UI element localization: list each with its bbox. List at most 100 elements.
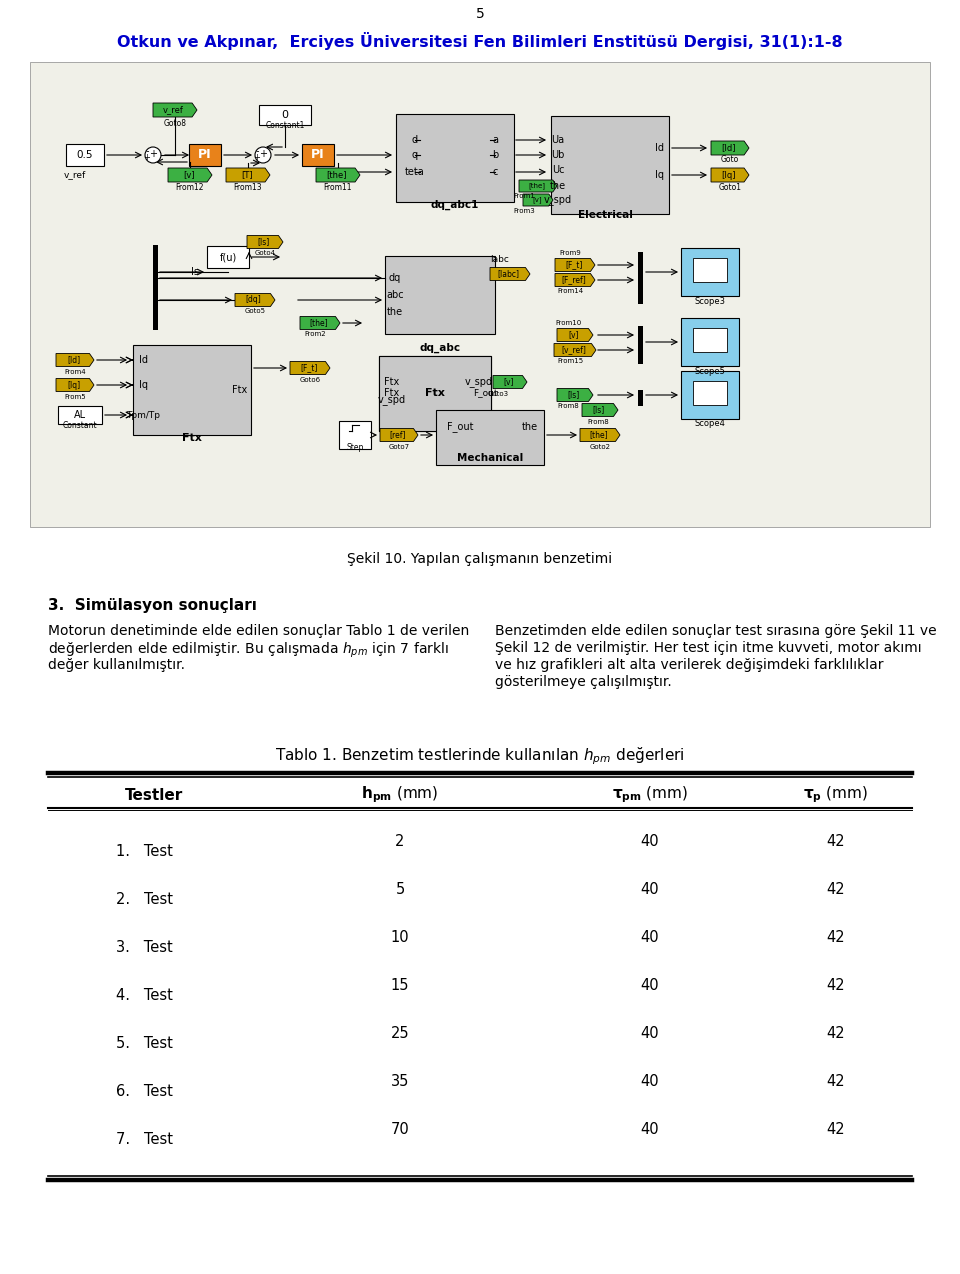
Polygon shape — [557, 389, 593, 401]
Text: [the]: [the] — [528, 182, 545, 190]
Text: [the]: [the] — [589, 431, 608, 440]
Text: değerlerden elde edilmiştir. Bu çalışmada $h_{pm}$ için 7 farklı: değerlerden elde edilmiştir. Bu çalışmad… — [48, 641, 448, 660]
Text: [the]: [the] — [309, 318, 328, 327]
Text: 5.   Test: 5. Test — [116, 1037, 173, 1051]
FancyBboxPatch shape — [30, 62, 930, 527]
Text: $\mathbf{\tau_{p}}$ (mm): $\mathbf{\tau_{p}}$ (mm) — [804, 785, 869, 805]
Text: From12: From12 — [176, 182, 204, 191]
Circle shape — [145, 147, 161, 163]
FancyBboxPatch shape — [133, 345, 251, 434]
Polygon shape — [380, 428, 418, 442]
Text: AL: AL — [74, 410, 86, 420]
Text: 42: 42 — [827, 1027, 846, 1042]
Polygon shape — [290, 362, 330, 375]
Text: From10: From10 — [555, 320, 581, 326]
Text: $\mathbf{\tau_{pm}}$ (mm): $\mathbf{\tau_{pm}}$ (mm) — [612, 785, 688, 805]
Text: 42: 42 — [827, 1122, 846, 1138]
Text: dq: dq — [389, 273, 401, 283]
Text: [Id]: [Id] — [721, 144, 736, 153]
FancyBboxPatch shape — [385, 256, 495, 334]
Text: Tpm/Tp: Tpm/Tp — [126, 410, 160, 419]
Text: 4.   Test: 4. Test — [116, 989, 173, 1004]
FancyBboxPatch shape — [681, 318, 739, 366]
Text: Ub: Ub — [551, 150, 564, 161]
Polygon shape — [235, 293, 275, 307]
Text: 2.   Test: 2. Test — [116, 893, 173, 907]
Text: [ref]: [ref] — [390, 431, 406, 440]
Text: [Is]: [Is] — [592, 405, 605, 414]
Polygon shape — [554, 344, 596, 357]
Text: Step: Step — [347, 442, 364, 451]
FancyBboxPatch shape — [153, 245, 157, 330]
Text: Ua: Ua — [551, 135, 564, 145]
Text: [Iq]: [Iq] — [67, 381, 81, 390]
Text: gösterilmeye çalışılmıştır.: gösterilmeye çalışılmıştır. — [495, 675, 672, 689]
Polygon shape — [711, 141, 749, 155]
Text: 40: 40 — [640, 978, 660, 994]
Text: [Iq]: [Iq] — [721, 171, 736, 180]
Text: Iabc: Iabc — [491, 256, 510, 265]
Text: From13: From13 — [233, 182, 262, 191]
Text: Iq: Iq — [138, 380, 148, 390]
Text: abc: abc — [386, 290, 404, 299]
Text: [v]: [v] — [182, 171, 195, 180]
Text: PI: PI — [311, 149, 324, 162]
Polygon shape — [711, 168, 749, 182]
FancyBboxPatch shape — [692, 259, 728, 282]
Text: the: the — [550, 181, 566, 191]
Text: Scope5: Scope5 — [695, 367, 726, 376]
Polygon shape — [523, 194, 553, 206]
Text: Otkun ve Akpınar,  Erciyes Üniversitesi Fen Bilimleri Enstitüsü Dergisi, 31(1):1: Otkun ve Akpınar, Erciyes Üniversitesi F… — [117, 32, 843, 50]
Text: Constant: Constant — [62, 422, 97, 431]
Polygon shape — [300, 316, 340, 330]
Circle shape — [255, 147, 271, 163]
Text: 40: 40 — [640, 1122, 660, 1138]
Text: 42: 42 — [827, 978, 846, 994]
FancyBboxPatch shape — [302, 144, 334, 166]
Text: Goto6: Goto6 — [300, 377, 321, 383]
Text: Is: Is — [191, 268, 199, 276]
Text: Constant1: Constant1 — [265, 121, 304, 130]
Text: 35: 35 — [391, 1074, 409, 1089]
Text: [Id]: [Id] — [67, 355, 81, 364]
Text: [v]: [v] — [503, 377, 514, 386]
Polygon shape — [580, 428, 620, 442]
FancyBboxPatch shape — [259, 104, 311, 125]
Text: Ftx: Ftx — [232, 385, 248, 395]
Text: [Is]: [Is] — [567, 391, 580, 400]
Text: F_out: F_out — [472, 389, 497, 397]
Text: 3.   Test: 3. Test — [116, 940, 173, 956]
FancyBboxPatch shape — [637, 390, 642, 406]
Text: +: + — [144, 153, 151, 163]
Text: From1: From1 — [514, 192, 535, 199]
Text: From3: From3 — [514, 208, 535, 214]
FancyBboxPatch shape — [551, 116, 669, 214]
Text: [F_ref]: [F_ref] — [562, 275, 586, 284]
Text: [F_t]: [F_t] — [300, 363, 318, 372]
Polygon shape — [555, 259, 595, 271]
Text: 0: 0 — [281, 110, 289, 120]
Text: Testler: Testler — [125, 787, 183, 803]
Text: -: - — [255, 147, 259, 155]
Text: 42: 42 — [827, 883, 846, 897]
Text: Iq: Iq — [656, 169, 664, 180]
Text: From8: From8 — [588, 419, 609, 426]
Text: 40: 40 — [640, 930, 660, 945]
Text: [T]: [T] — [241, 171, 252, 180]
Text: 2: 2 — [396, 834, 405, 850]
Text: Motorun denetiminde elde edilen sonuçlar Tablo 1 de verilen: Motorun denetiminde elde edilen sonuçlar… — [48, 624, 469, 638]
FancyBboxPatch shape — [692, 381, 728, 405]
Text: Ftx: Ftx — [182, 433, 202, 443]
Polygon shape — [557, 329, 593, 341]
Text: ve hız grafikleri alt alta verilerek değişimdeki farklılıklar: ve hız grafikleri alt alta verilerek değ… — [495, 657, 883, 671]
Text: From2: From2 — [304, 331, 325, 338]
FancyBboxPatch shape — [189, 144, 221, 166]
Text: dq_abc: dq_abc — [420, 343, 461, 353]
Text: Electrical: Electrical — [578, 210, 633, 220]
Polygon shape — [247, 236, 283, 248]
Text: değer kullanılmıştır.: değer kullanılmıştır. — [48, 657, 185, 671]
Text: Ftx: Ftx — [425, 389, 444, 397]
Text: v_ref: v_ref — [163, 106, 184, 115]
Text: Ftx: Ftx — [384, 389, 399, 397]
Text: [the]: [the] — [326, 171, 347, 180]
